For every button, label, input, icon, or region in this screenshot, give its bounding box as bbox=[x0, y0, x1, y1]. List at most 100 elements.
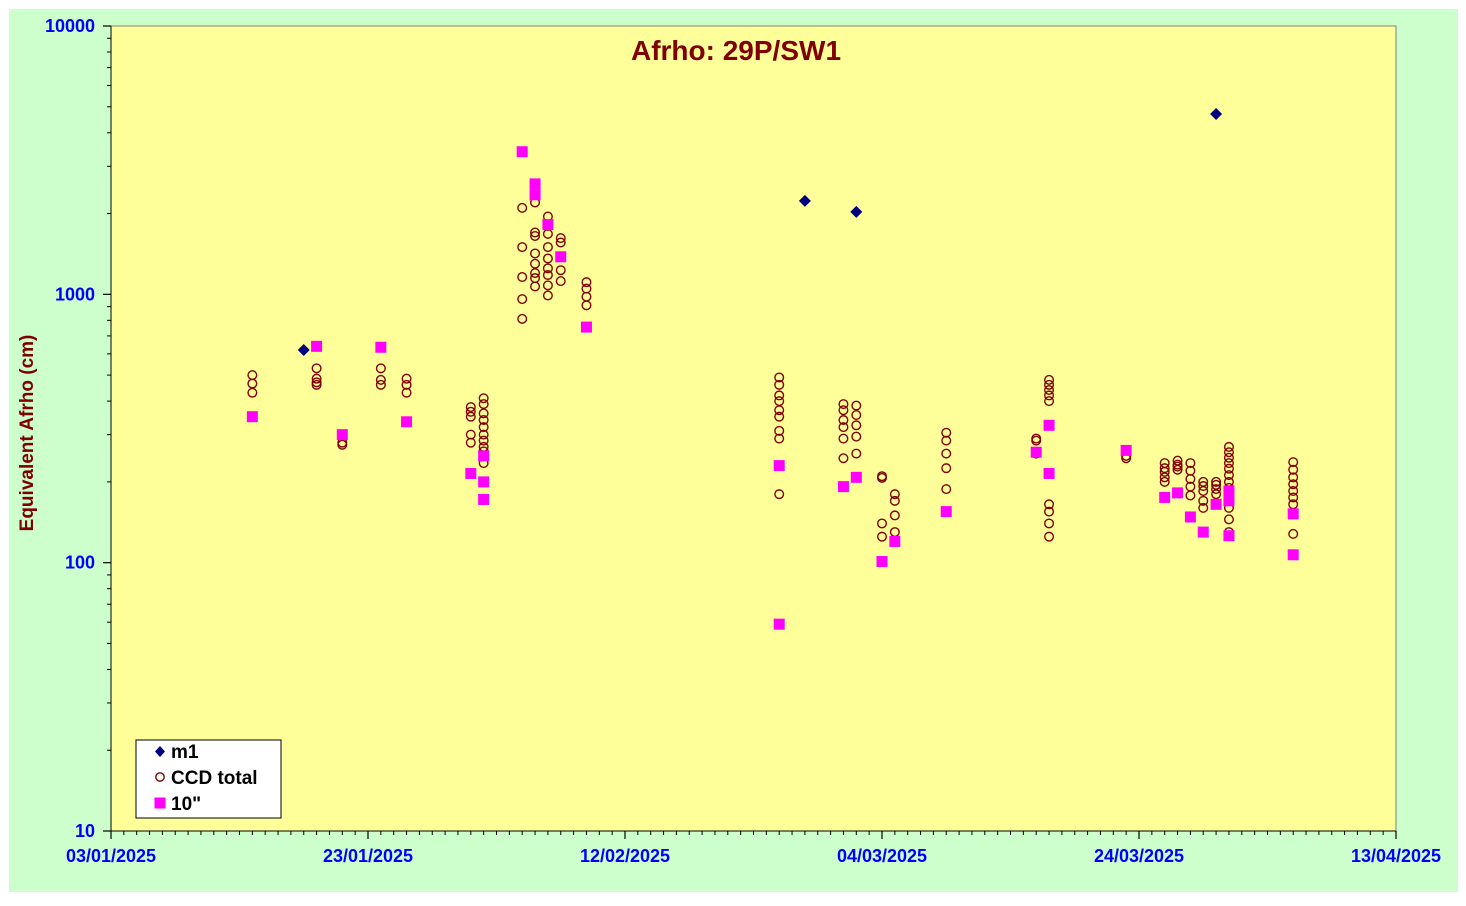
ccd-total-point bbox=[1159, 472, 1170, 483]
ccd-total-point bbox=[1198, 485, 1209, 496]
ccd-total-point bbox=[478, 393, 489, 404]
x-tick-label: 12/02/2025 bbox=[580, 846, 670, 866]
ten-arcsec-point bbox=[1287, 508, 1299, 520]
ccd-total-point bbox=[1288, 528, 1299, 539]
ccd-total-point bbox=[1159, 466, 1170, 477]
ccd-total-point bbox=[774, 489, 785, 500]
x-tick-label: 03/01/2025 bbox=[66, 846, 156, 866]
ccd-total-point bbox=[1223, 463, 1234, 474]
ten-arcsec-point bbox=[465, 467, 477, 479]
ten-arcsec-point bbox=[1172, 487, 1184, 499]
ten-arcsec-point bbox=[529, 178, 541, 190]
ccd-total-point bbox=[1044, 379, 1055, 390]
ccd-total-point bbox=[877, 531, 888, 542]
x-tick-label: 24/03/2025 bbox=[1094, 846, 1184, 866]
ccd-total-point bbox=[478, 399, 489, 410]
series-m1 bbox=[297, 107, 1223, 357]
ccd-total-point bbox=[530, 230, 541, 241]
ccd-total-point bbox=[478, 408, 489, 419]
ccd-total-point bbox=[1185, 490, 1196, 501]
y-axis-label: Equivalent Afrho (cm) bbox=[17, 335, 38, 532]
plot-area bbox=[110, 25, 1397, 832]
ccd-total-point bbox=[1044, 385, 1055, 396]
ccd-total-point bbox=[1198, 495, 1209, 506]
ten-arcsec-point bbox=[889, 535, 901, 547]
ccd-total-point bbox=[375, 363, 386, 374]
ccd-total-point bbox=[774, 379, 785, 390]
ccd-total-point bbox=[311, 363, 322, 374]
ten-arcsec-point bbox=[773, 618, 785, 630]
ccd-total-point bbox=[542, 263, 553, 274]
ccd-total-point bbox=[1288, 457, 1299, 468]
ccd-total-point bbox=[838, 422, 849, 433]
legend: m1 CCD total 10" bbox=[135, 739, 282, 819]
ccd-total-point bbox=[1211, 479, 1222, 490]
ten-arcsec-point bbox=[580, 321, 592, 333]
ccd-total-point bbox=[555, 237, 566, 248]
ccd-total-point bbox=[774, 390, 785, 401]
ccd-total-point bbox=[311, 373, 322, 384]
ten-arcsec-point bbox=[555, 251, 567, 263]
ccd-total-point bbox=[542, 290, 553, 301]
ccd-total-point bbox=[530, 268, 541, 279]
ccd-total-point bbox=[838, 453, 849, 464]
ccd-total-point bbox=[774, 372, 785, 383]
ccd-total-point bbox=[375, 374, 386, 385]
legend-item-m1: m1 bbox=[155, 742, 199, 763]
y-axis: 10 100 1000 10000 bbox=[45, 16, 112, 841]
ccd-total-point bbox=[530, 227, 541, 238]
ccd-total-point bbox=[1185, 458, 1196, 469]
ccd-total-point bbox=[1031, 435, 1042, 446]
chart-title: Afrho: 29P/SW1 bbox=[631, 35, 841, 66]
y-tick-label: 100 bbox=[65, 553, 95, 573]
legend-m1-marker bbox=[155, 746, 165, 757]
ccd-total-point bbox=[838, 433, 849, 444]
ten-arcsec-point bbox=[478, 476, 490, 488]
ten-arcsec-point bbox=[1287, 549, 1299, 561]
ccd-total-point bbox=[401, 379, 412, 390]
ten-arcsec-point bbox=[773, 460, 785, 472]
ccd-total-point bbox=[1044, 518, 1055, 529]
legend-item-ccd-total: CCD total bbox=[155, 768, 258, 789]
legend-m1-label: m1 bbox=[171, 742, 199, 763]
ccd-total-point bbox=[517, 202, 528, 213]
ccd-total-point bbox=[1185, 474, 1196, 485]
ccd-total-point bbox=[517, 242, 528, 253]
ten-arcsec-point bbox=[1223, 485, 1235, 497]
ccd-total-point bbox=[581, 300, 592, 311]
ccd-total-point bbox=[375, 379, 386, 390]
ccd-total-point bbox=[1044, 390, 1055, 401]
y-tick-label: 10 bbox=[75, 821, 95, 841]
ccd-total-point bbox=[581, 277, 592, 288]
ten-arcsec-point bbox=[516, 146, 528, 158]
ccd-total-point bbox=[401, 387, 412, 398]
y-tick-label: 10000 bbox=[45, 16, 95, 36]
ten-arcsec-point bbox=[1223, 530, 1235, 542]
ccd-total-point bbox=[1172, 464, 1183, 475]
ccd-total-point bbox=[247, 387, 258, 398]
ccd-total-point bbox=[1223, 441, 1234, 452]
ccd-total-point bbox=[1044, 506, 1055, 517]
m1-point bbox=[297, 344, 310, 357]
ccd-total-point bbox=[1159, 476, 1170, 487]
ten-arcsec-point bbox=[529, 189, 541, 201]
ccd-total-point bbox=[877, 472, 888, 483]
ccd-total-point bbox=[530, 248, 541, 259]
ten-arcsec-point bbox=[401, 416, 413, 428]
legend-ccd-total-label: CCD total bbox=[171, 768, 258, 789]
ccd-total-point bbox=[941, 435, 952, 446]
ccd-total-point bbox=[555, 233, 566, 244]
ccd-total-point bbox=[1288, 479, 1299, 490]
ccd-total-point bbox=[1211, 489, 1222, 500]
ten-arcsec-point bbox=[478, 493, 490, 505]
ten-arcsec-point bbox=[336, 429, 348, 441]
ccd-total-point bbox=[838, 405, 849, 416]
ccd-total-point bbox=[1223, 447, 1234, 458]
y-tick-label: 1000 bbox=[55, 284, 95, 304]
ccd-total-point bbox=[465, 411, 476, 422]
legend-ccd-total-marker bbox=[155, 772, 165, 782]
ccd-total-point bbox=[1211, 484, 1222, 495]
ccd-total-point bbox=[774, 425, 785, 436]
